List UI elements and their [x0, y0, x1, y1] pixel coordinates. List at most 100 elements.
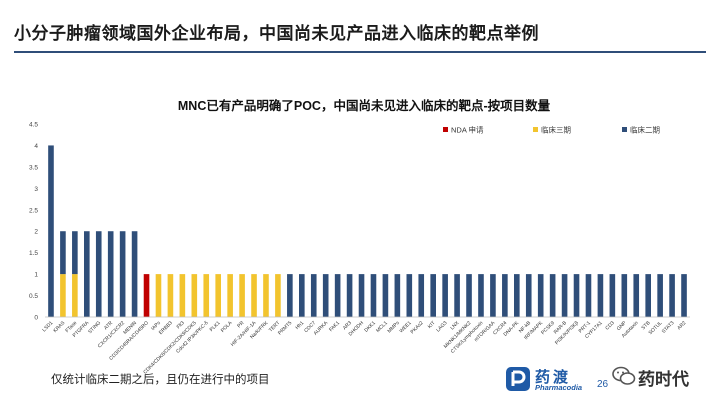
legend-swatch — [443, 127, 448, 132]
x-tick-label: LNX — [449, 320, 461, 332]
x-tick-label: LAG3 — [435, 320, 448, 333]
y-tick-label: 2 — [34, 229, 38, 236]
bar-segment — [95, 231, 102, 317]
legend-label: 临床三期 — [541, 125, 571, 135]
bar-segment — [167, 274, 174, 317]
bar-segment — [502, 274, 508, 317]
x-tick-label: ATR — [103, 320, 114, 331]
logo-subtitle: Pharmacodia — [535, 383, 583, 392]
pharmacodia-logo-icon — [506, 367, 530, 391]
bar-segment — [418, 274, 425, 317]
bar-segment — [537, 274, 544, 317]
bar-segment — [60, 274, 66, 317]
bar-segment — [525, 274, 532, 317]
x-tick-label: PRMT5 — [277, 320, 293, 336]
x-tick-label: AR3 — [342, 320, 353, 331]
bar-segment — [358, 274, 365, 317]
bar-segment — [334, 274, 341, 317]
bar-segment — [382, 274, 389, 317]
x-tick-label: PR — [236, 320, 245, 329]
bar-segment — [191, 274, 198, 317]
bar-segment — [179, 274, 186, 317]
y-axis: 0 0.5 1 1.5 2 2.5 3 3.5 4 4.5 — [29, 122, 38, 322]
bar-segment — [406, 274, 413, 317]
x-tick-label: AURKA — [313, 320, 330, 337]
bar-segment — [609, 274, 616, 317]
pharmacodia-logo: 药渡 Pharmacodia — [505, 364, 595, 394]
x-tick-label: PLK1 — [209, 320, 222, 333]
bar-segment — [490, 274, 496, 317]
bar-segment — [322, 274, 329, 317]
y-tick-label: 4 — [34, 143, 38, 150]
bar-segment — [466, 274, 472, 317]
y-tick-label: 0.5 — [29, 293, 38, 300]
bar-segment — [370, 274, 377, 317]
x-tick-label: DKK1 — [363, 320, 377, 334]
bar-segment — [310, 274, 317, 317]
bar-segment — [227, 274, 233, 317]
y-tick-label: 3.5 — [29, 164, 38, 171]
bar-segment — [657, 274, 663, 317]
x-tick-label: STB — [640, 320, 652, 332]
bar-segment — [394, 274, 401, 317]
bar-segment — [299, 274, 305, 317]
bar-segment — [215, 274, 221, 317]
page-number: 26 — [597, 379, 609, 390]
x-tick-label: POLA — [220, 320, 234, 334]
bar-segment — [48, 145, 54, 317]
logo-name: 药渡 — [535, 369, 572, 386]
x-tick-label: SOTUL — [648, 320, 664, 336]
x-tick-label: ERBB3 — [158, 320, 174, 336]
x-tick-label: STAT3 — [661, 320, 676, 335]
bar-segment — [203, 274, 210, 317]
x-tick-label: PKAs2 — [410, 320, 425, 335]
legend-swatch — [622, 127, 627, 132]
x-tick-label: AR2 — [676, 320, 687, 331]
bar-segment — [597, 274, 604, 317]
bar-segment — [155, 274, 162, 317]
x-tick-label: FAK1 — [328, 320, 341, 333]
legend-label: NDA 申请 — [451, 125, 484, 135]
legend-label: 临床二期 — [630, 125, 660, 135]
bar-segment — [346, 274, 353, 317]
x-tick-label: MMPs — [387, 320, 402, 335]
bar-segment — [107, 231, 114, 317]
y-tick-label: 0 — [34, 315, 38, 322]
x-tick-label: KRAS — [52, 320, 66, 334]
bar-segment — [72, 231, 78, 275]
bar-segment — [119, 231, 126, 317]
x-tick-label: KIT — [427, 320, 437, 330]
bar-segment — [287, 274, 293, 317]
bar-segment — [585, 274, 592, 317]
bar-segment — [573, 274, 580, 317]
bar-segment — [84, 231, 90, 317]
y-tick-label: 3 — [34, 186, 38, 193]
bar-segment — [275, 274, 281, 317]
bar-segment — [514, 274, 520, 317]
chart-legend: NDA 申请 临床三期 临床二期 — [443, 125, 660, 135]
x-tick-label: CD3 — [604, 320, 615, 331]
y-tick-label: 1.5 — [29, 250, 38, 257]
page-title: 小分子肿瘤领域国外企业布局，中国尚未见产品进入临床的靶点举例 — [14, 24, 539, 43]
bar-segment — [60, 231, 66, 275]
bar-segment — [633, 274, 640, 317]
bar-segment — [239, 274, 245, 317]
y-tick-label: 1 — [34, 272, 38, 279]
x-tick-label: STING — [87, 320, 102, 335]
bar-segment — [143, 274, 150, 317]
bar-segment — [478, 274, 484, 317]
bar-segment — [131, 231, 138, 317]
bar-segment — [430, 274, 436, 317]
x-tick-label: Hh1 — [294, 320, 305, 331]
wechat-account-name: 药时代 — [638, 370, 689, 389]
chart-title: MNC已有产品明确了POC，中国尚未见进入临床的靶点-按项目数量 — [178, 98, 551, 113]
wechat-icon — [612, 366, 636, 385]
bar-segment — [454, 274, 460, 317]
bar-segment — [681, 274, 687, 317]
y-tick-label: 4.5 — [29, 122, 38, 129]
bar-segment — [72, 274, 78, 317]
bar-segment — [263, 274, 269, 317]
bar-segment — [669, 274, 675, 317]
x-tick-label: Flt3 — [176, 320, 186, 330]
